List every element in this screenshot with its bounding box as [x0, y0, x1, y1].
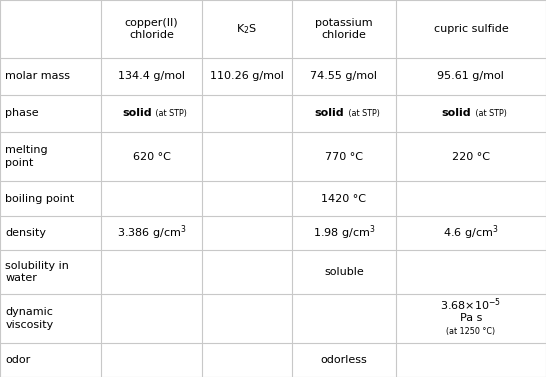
Text: 620 °C: 620 °C — [133, 152, 170, 162]
Text: cupric sulfide: cupric sulfide — [434, 24, 508, 34]
Text: odor: odor — [5, 355, 31, 365]
Text: 110.26 g/mol: 110.26 g/mol — [210, 71, 284, 81]
Text: 3.68×10$^{-5}$: 3.68×10$^{-5}$ — [441, 297, 501, 313]
Text: solid: solid — [122, 108, 151, 118]
Text: soluble: soluble — [324, 267, 364, 277]
Text: (at STP): (at STP) — [346, 109, 379, 118]
Text: phase: phase — [5, 108, 39, 118]
Text: Pa s: Pa s — [460, 313, 482, 323]
Text: potassium
chloride: potassium chloride — [315, 18, 373, 40]
Text: 1.98 g/cm$^3$: 1.98 g/cm$^3$ — [313, 224, 375, 242]
Text: 220 °C: 220 °C — [452, 152, 490, 162]
Text: 4.6 g/cm$^3$: 4.6 g/cm$^3$ — [443, 224, 498, 242]
Text: 74.55 g/mol: 74.55 g/mol — [311, 71, 377, 81]
Text: (at STP): (at STP) — [473, 109, 507, 118]
Text: solid: solid — [314, 108, 344, 118]
Text: 134.4 g/mol: 134.4 g/mol — [118, 71, 185, 81]
Text: melting
point: melting point — [5, 146, 48, 168]
Text: copper(II)
chloride: copper(II) chloride — [124, 18, 179, 40]
Text: (at STP): (at STP) — [153, 109, 187, 118]
Text: odorless: odorless — [321, 355, 367, 365]
Text: 1420 °C: 1420 °C — [322, 193, 366, 204]
Text: 3.386 g/cm$^3$: 3.386 g/cm$^3$ — [117, 224, 186, 242]
Text: solubility in
water: solubility in water — [5, 261, 69, 284]
Text: solid: solid — [441, 108, 471, 118]
Text: boiling point: boiling point — [5, 193, 75, 204]
Text: density: density — [5, 228, 46, 238]
Text: (at 1250 °C): (at 1250 °C) — [447, 328, 495, 336]
Text: 770 °C: 770 °C — [325, 152, 363, 162]
Text: dynamic
viscosity: dynamic viscosity — [5, 307, 54, 329]
Text: molar mass: molar mass — [5, 71, 70, 81]
Text: 95.61 g/mol: 95.61 g/mol — [437, 71, 505, 81]
Text: K$_2$S: K$_2$S — [236, 22, 258, 36]
